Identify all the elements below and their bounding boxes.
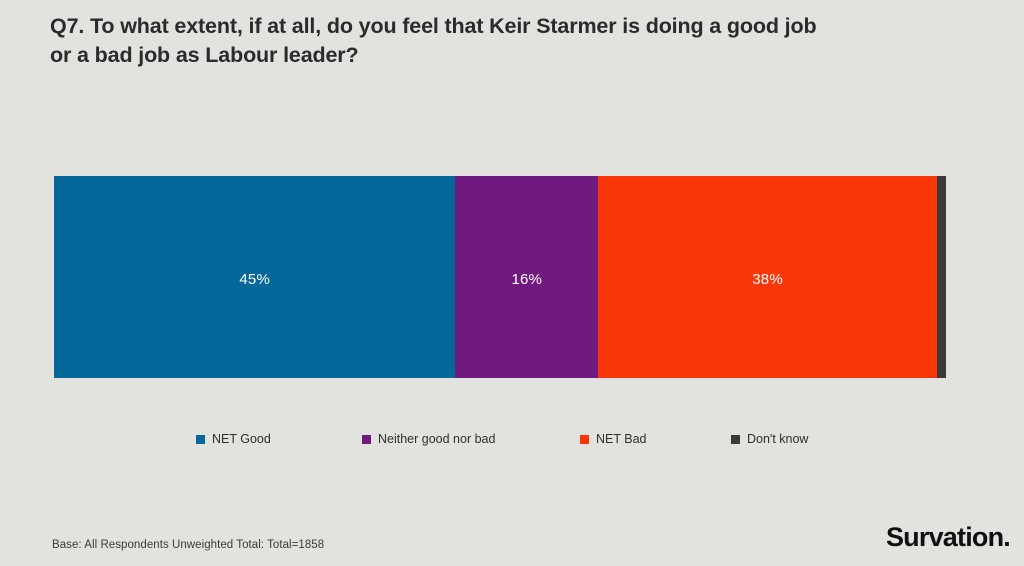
survation-logo: Survation.: [885, 522, 1011, 552]
chart-legend: NET Good Neither good nor bad NET Bad Don't…: [0, 428, 1024, 450]
legend-item-label: Don't know: [747, 431, 809, 446]
legend-swatch-icon: [196, 434, 205, 444]
legend-item-net-bad[interactable]: NET Bad: [580, 428, 647, 450]
legend-item-label: NET Good: [212, 431, 271, 446]
base-note: Base: All Respondents Unweighted Total: …: [52, 539, 325, 551]
legend-swatch-icon: [731, 434, 740, 444]
chart-plot-area: 45% 16% 38% 1%: [54, 176, 946, 378]
bar-segment-net-bad[interactable]: 38%: [598, 176, 938, 378]
bar-segment-neither-good-nor-bad[interactable]: 16%: [455, 176, 599, 378]
bar-segment-don-t-know[interactable]: 1%: [937, 176, 946, 378]
bar-segment-value-label: 16%: [511, 270, 543, 288]
bar-segment-value-label: 45%: [239, 270, 270, 288]
legend-item-net-good[interactable]: NET Good: [196, 428, 271, 450]
legend-item-label: Neither good nor bad: [378, 431, 496, 446]
page-title: Q7. To what extent, if at all, do you fe…: [50, 12, 970, 70]
legend-swatch-icon: [362, 434, 371, 444]
legend-swatch-icon: [580, 434, 589, 444]
title-line-2: or a bad job as Labour leader?: [50, 43, 359, 67]
legend-item-label: NET Bad: [596, 431, 647, 446]
title-line-1: Q7. To what extent, if at all, do you fe…: [50, 14, 817, 38]
bar-segment-value-label: 38%: [752, 270, 783, 288]
bar-segment-net-good[interactable]: 45%: [54, 176, 456, 378]
legend-item-neither-good-nor-bad[interactable]: Neither good nor bad: [362, 428, 495, 450]
stacked-bar-chart: 45% 16% 38% 1%: [54, 176, 946, 378]
legend-item-don-t-know[interactable]: Don't know: [731, 428, 808, 450]
